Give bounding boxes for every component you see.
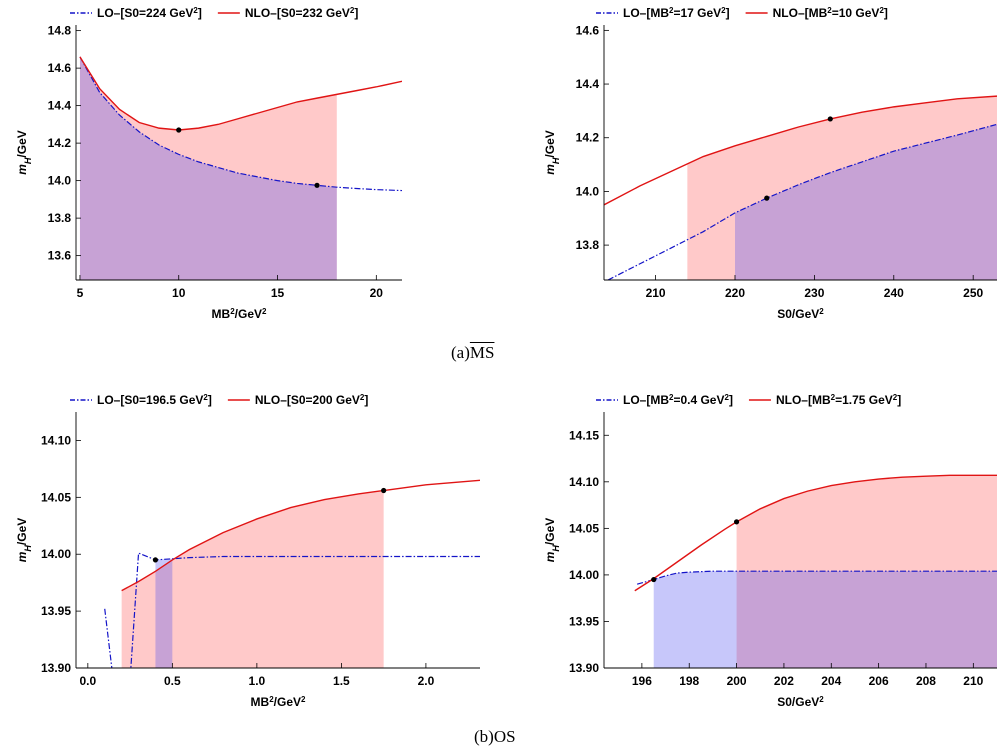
- fill-nlo: [687, 96, 997, 280]
- series-line-lo: [104, 552, 480, 668]
- legend: LO–[S0=224 GeV2] NLO–[S0=232 GeV2]: [70, 6, 359, 21]
- x-tick-label: 20: [370, 286, 384, 300]
- fill-nlo: [79, 56, 337, 280]
- x-tick-label: 206: [869, 674, 889, 688]
- y-axis-label: mH/GeV: [543, 130, 561, 175]
- panel-a-caption: (a)MS: [451, 343, 495, 362]
- x-tick-label: 15: [271, 286, 285, 300]
- marker-point: [381, 487, 387, 494]
- x-tick-label: 1.0: [249, 674, 266, 688]
- x-tick-label: 204: [821, 674, 841, 688]
- y-tick-label: 14.05: [569, 521, 599, 535]
- chart-a-right: 210 220 230 240 250 13.8 14.0 14.2 14.4 14.6 S0/Ge…: [543, 6, 997, 322]
- series-line-nlo: [604, 95, 997, 206]
- marker-point: [651, 576, 657, 583]
- legend-label-nlo: NLO–[MB2=10 GeV2]: [773, 6, 888, 21]
- y-tick-label: 14.0: [48, 174, 72, 188]
- fill-lo: [155, 558, 173, 668]
- y-tick-label: 14.2: [576, 131, 600, 145]
- x-axis-label: S0/GeV2: [777, 307, 824, 322]
- series-line-lo: [636, 570, 997, 585]
- y-tick-label: 14.15: [569, 428, 599, 442]
- x-tick-label: 210: [963, 674, 983, 688]
- legend-label-nlo: NLO–[MB2=1.75 GeV2]: [776, 393, 901, 408]
- marker-point: [827, 116, 833, 122]
- x-axis-label: MB2/GeV2: [251, 695, 306, 710]
- legend-label-lo: LO–[MB2=0.4 GeV2]: [623, 393, 733, 408]
- x-tick-label: 5: [77, 286, 84, 300]
- legend: LO–[MB2=17 GeV2] NLO–[MB2=10 GeV2]: [596, 6, 888, 21]
- x-tick-label: 220: [725, 286, 745, 300]
- x-tick-label: 198: [679, 674, 699, 688]
- marker-point: [152, 557, 159, 563]
- x-tick-label: 210: [646, 286, 666, 300]
- x-tick-label: 240: [884, 286, 904, 300]
- x-tick-label: 208: [916, 674, 936, 688]
- marker-point: [314, 182, 320, 188]
- x-tick-label: 10: [172, 286, 186, 300]
- x-tick-label: 250: [963, 286, 983, 300]
- series-line-nlo: [634, 474, 997, 592]
- series-line-nlo: [79, 56, 402, 131]
- legend-label-lo: LO–[S0=196.5 GeV2]: [97, 393, 212, 408]
- x-axis-label: MB2/GeV2: [212, 307, 267, 322]
- legend: LO–[S0=196.5 GeV2] NLO–[S0=200 GeV2]: [70, 393, 369, 408]
- y-tick-label: 14.0: [576, 184, 600, 198]
- plot-area: [634, 474, 997, 668]
- y-tick-label: 13.90: [569, 661, 599, 675]
- panel-b-caption: (b)OS: [474, 727, 516, 746]
- chart-b-left: 0.0 0.5 1.0 1.5 2.0 13.90 13.95 14.00 14.05 14.10…: [15, 393, 480, 710]
- y-tick-label: 14.8: [48, 24, 72, 38]
- legend: LO–[MB2=0.4 GeV2] NLO–[MB2=1.75 GeV2]: [596, 393, 901, 408]
- chart-a-left: 5 10 15 20 13.6 13.8 14.0 14.2 14.4 14.6 14.8 MB2/G…: [15, 6, 402, 322]
- marker-point: [176, 127, 182, 133]
- y-tick-label: 13.6: [48, 249, 72, 263]
- legend-label-nlo: NLO–[S0=200 GeV2]: [255, 393, 369, 408]
- y-tick-label: 14.00: [41, 547, 71, 561]
- x-tick-label: 230: [804, 286, 824, 300]
- x-tick-label: 1.5: [333, 674, 350, 688]
- y-tick-label: 13.95: [569, 614, 599, 628]
- y-axis-label: mH/GeV: [15, 518, 33, 563]
- y-tick-label: 13.95: [41, 604, 71, 618]
- y-tick-label: 14.00: [569, 568, 599, 582]
- chart-b-right: 196 198 200 202 204 206 208 210 13.90 13.95 14.00 1…: [543, 393, 997, 710]
- x-tick-label: 0.0: [79, 674, 96, 688]
- y-tick-label: 14.6: [48, 61, 72, 75]
- y-tick-label: 14.4: [576, 77, 600, 91]
- x-tick-label: 0.5: [164, 674, 181, 688]
- y-tick-label: 14.2: [48, 136, 72, 150]
- y-tick-label: 14.10: [41, 433, 71, 447]
- fill-nlo: [121, 490, 384, 668]
- legend-label-nlo: NLO–[S0=232 GeV2]: [245, 6, 359, 21]
- x-axis-label: S0/GeV2: [777, 695, 824, 710]
- fill-lo: [79, 56, 337, 280]
- y-tick-label: 14.4: [48, 99, 72, 113]
- y-tick-label: 14.6: [576, 23, 600, 37]
- plot-area: [104, 479, 480, 668]
- marker-point: [733, 519, 740, 525]
- x-tick-label: 200: [727, 674, 747, 688]
- legend-label-lo: LO–[S0=224 GeV2]: [97, 6, 202, 21]
- x-tick-label: 196: [632, 674, 652, 688]
- x-tick-label: 2.0: [418, 674, 435, 688]
- y-tick-label: 13.8: [576, 238, 600, 252]
- legend-label-lo: LO–[MB2=17 GeV2]: [623, 6, 730, 21]
- marker-point: [764, 195, 770, 201]
- series-line-lo: [79, 56, 402, 192]
- y-tick-label: 13.8: [48, 211, 72, 225]
- y-tick-label: 14.10: [569, 475, 599, 489]
- fill-lo: [653, 571, 997, 668]
- plot-area: [604, 95, 997, 280]
- y-axis-label: mH/GeV: [543, 518, 561, 563]
- x-tick-label: 202: [774, 674, 794, 688]
- series-line-lo: [607, 123, 997, 280]
- y-tick-label: 13.90: [41, 661, 71, 675]
- fill-lo: [735, 124, 997, 280]
- y-axis-label: mH/GeV: [15, 130, 33, 175]
- plot-area: [79, 56, 402, 280]
- y-tick-label: 14.05: [41, 490, 71, 504]
